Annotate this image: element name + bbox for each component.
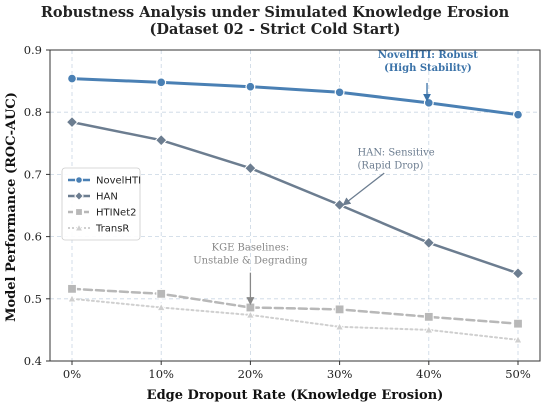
annotation: HAN: Sensitive (Rapid Drop): [342, 148, 435, 206]
y-tick-label: 0.6: [24, 230, 42, 244]
annotation-text: Unstable & Degrading: [193, 255, 308, 266]
series-line-transr: [71, 297, 519, 341]
data-point-transr: [423, 324, 434, 334]
data-point-htinet2: [156, 288, 167, 299]
legend-label: TransR: [95, 224, 129, 235]
data-point-htinet2: [245, 302, 256, 313]
data-point-htinet2: [423, 311, 434, 322]
legend-marker: [75, 208, 83, 216]
legend-label: HTINet2: [96, 208, 137, 219]
y-tick-label: 0.7: [24, 167, 42, 181]
series-line-han: [70, 120, 520, 275]
x-tick-label: 10%: [148, 367, 174, 381]
legend-entry-han: HAN: [68, 191, 118, 203]
y-tick-label: 0.5: [24, 292, 42, 306]
series-lines: [65, 73, 525, 344]
data-point-transr: [334, 321, 345, 331]
legend-entry-transr: TransR: [68, 223, 129, 235]
annotation-arrow: [342, 172, 385, 206]
data-point-transr: [156, 302, 167, 312]
legend-marker: [74, 191, 84, 201]
series-han: [65, 115, 525, 280]
data-point-han: [511, 267, 525, 280]
data-point-htinet2: [513, 318, 523, 329]
data-point-novelhti: [334, 87, 345, 98]
series-transr: [67, 293, 523, 344]
series-novelhti: [66, 73, 523, 120]
annotation-text: KGE Baselines:: [212, 242, 290, 253]
x-tick-label: 20%: [238, 367, 264, 381]
x-tick-label: 0%: [63, 367, 81, 381]
legend: NovelHTI HAN HTINet2 TransR: [61, 167, 141, 241]
data-point-han: [154, 133, 168, 147]
legend-label: NovelHTI: [96, 176, 141, 187]
y-axis-label: Model Performance (ROC-AUC): [4, 92, 19, 322]
legend-marker: [74, 223, 84, 232]
data-point-transr: [67, 293, 77, 303]
data-point-han: [244, 161, 257, 175]
data-point-novelhti: [66, 73, 77, 84]
data-point-htinet2: [67, 283, 77, 294]
data-point-novelhti: [423, 97, 434, 108]
data-point-han: [65, 115, 79, 129]
y-tick-label: 0.9: [24, 43, 42, 57]
x-tick-label: 40%: [416, 367, 442, 381]
data-point-novelhti: [156, 77, 167, 88]
plot-frame: [49, 49, 541, 362]
legend-entry-novelhti: NovelHTI: [68, 176, 141, 187]
annotation-text: (Rapid Drop): [357, 161, 423, 172]
data-point-novelhti: [512, 109, 523, 120]
axes: 0.4 0.5 0.6 0.7 0.8 0.9 0% 10% 20% 30% 40% 50%: [24, 43, 541, 381]
series-line-novelhti: [70, 77, 520, 117]
legend-label: HAN: [96, 192, 118, 203]
data-point-htinet2: [334, 304, 345, 315]
y-tick-label: 0.8: [24, 105, 42, 119]
data-point-han: [422, 236, 436, 250]
x-tick-label: 30%: [327, 367, 353, 381]
data-point-transr: [513, 334, 523, 344]
annotation-text: NovelHTI: Robust: [378, 50, 478, 61]
annotations: NovelHTI: Robust (High Stability) HAN: Sen…: [193, 50, 478, 306]
x-axis-label: Edge Dropout Rate (Knowledge Erosion): [147, 388, 444, 403]
chart-title: Robustness Analysis under Simulated Know…: [41, 4, 510, 21]
annotation: KGE Baselines: Unstable & Degrading: [193, 242, 308, 306]
series-htinet2: [67, 283, 523, 329]
data-point-han: [333, 198, 346, 212]
data-point-transr: [245, 309, 256, 319]
legend-marker: [74, 176, 83, 185]
x-tick-label: 50%: [505, 367, 531, 381]
annotation-text: HAN: Sensitive: [357, 148, 434, 159]
chart-subtitle: (Dataset 02 - Strict Cold Start): [150, 21, 401, 38]
legend-entry-htinet2: HTINet2: [68, 208, 137, 219]
annotation: NovelHTI: Robust (High Stability): [378, 50, 478, 102]
data-point-novelhti: [245, 81, 256, 92]
annotation-text: (High Stability): [384, 63, 472, 74]
y-tick-label: 0.4: [24, 354, 42, 368]
series-line-htinet2: [70, 287, 520, 325]
legend-box: [61, 167, 141, 241]
